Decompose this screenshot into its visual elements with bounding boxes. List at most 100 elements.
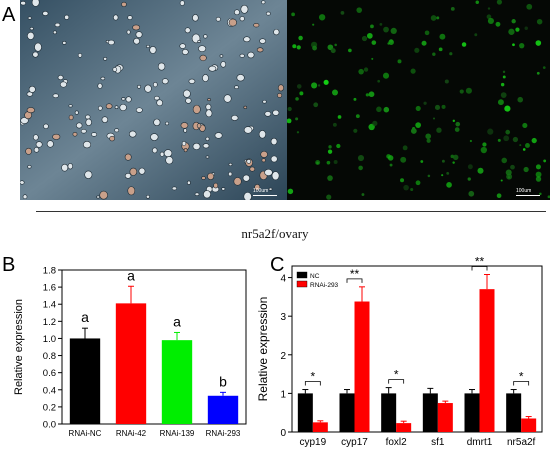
cell-bf — [261, 158, 266, 163]
cell-bf — [124, 153, 132, 161]
cell-bf — [80, 129, 87, 134]
x-tick-label-c: cyp17 — [341, 437, 368, 448]
cell-fluorescent — [371, 57, 374, 60]
cell-fluorescent — [361, 193, 365, 196]
cell-fluorescent — [452, 154, 459, 161]
cell-fluorescent — [454, 127, 460, 132]
cell-fluorescent — [467, 164, 473, 170]
cell-fluorescent — [424, 30, 430, 36]
bar-RNAi-293-cyp19 — [312, 422, 328, 432]
cell-bf — [99, 190, 108, 200]
cell-fluorescent — [434, 104, 441, 111]
cell-bf — [243, 36, 251, 43]
cell-fluorescent — [436, 16, 440, 20]
cell-fluorescent — [475, 0, 480, 5]
panel-label-c: C — [270, 254, 285, 276]
significance-bracket — [304, 381, 321, 386]
cell-fluorescent — [376, 106, 382, 113]
cell-bf — [205, 109, 213, 118]
cell-fluorescent — [438, 47, 443, 52]
cell-bf — [112, 67, 118, 72]
cell-bf — [61, 163, 69, 172]
cell-bf — [91, 132, 98, 137]
x-tick-label-c: sf1 — [431, 437, 445, 448]
cell-fluorescent — [441, 159, 445, 163]
cell-bf — [125, 96, 132, 103]
cell-bf — [197, 39, 201, 43]
cell-fluorescent — [505, 129, 511, 135]
y-tick-label-b: 1.0 — [43, 334, 56, 345]
cell-fluorescent — [465, 87, 472, 94]
cell-bf — [84, 170, 93, 179]
cell-fluorescent — [332, 89, 338, 96]
cell-fluorescent — [427, 174, 431, 178]
cell-fluorescent — [295, 97, 299, 101]
cell-fluorescent — [446, 182, 452, 188]
cell-bf — [42, 11, 49, 16]
cell-bf — [273, 28, 280, 36]
cell-fluorescent — [446, 172, 450, 175]
cell-fluorescent — [505, 169, 512, 176]
cell-fluorescent — [328, 145, 332, 149]
cell-fluorescent — [536, 18, 543, 25]
cell-bf — [264, 168, 273, 177]
cell-fluorescent — [432, 52, 436, 56]
divider-line — [36, 211, 546, 212]
bar-NC-dmrt1 — [464, 393, 480, 432]
cell-bf — [33, 134, 39, 141]
cell-bf — [100, 76, 106, 81]
cell-fluorescent — [535, 164, 541, 170]
bar-NC-foxl2 — [381, 393, 397, 432]
y-tick-label-c: 3 — [280, 312, 286, 323]
bar-RNAi-293-foxl2 — [396, 423, 412, 432]
significance-marker: * — [310, 370, 315, 384]
cell-fluorescent — [366, 32, 373, 39]
cell-bf — [20, 117, 29, 124]
cell-bf — [184, 27, 191, 34]
cell-bf — [97, 105, 103, 111]
cell-bf — [135, 107, 143, 113]
cell-fluorescent — [379, 22, 383, 26]
cell-fluorescent — [477, 167, 484, 174]
cell-bf — [165, 156, 174, 165]
cell-bf — [52, 133, 61, 140]
significance-bracket — [388, 379, 405, 384]
scale-bar-right-label: 100um — [516, 187, 532, 194]
cell-bf — [22, 194, 28, 200]
cell-fluorescent — [291, 12, 295, 17]
significance-letter: a — [127, 267, 135, 283]
figure-caption: nr5a2f/ovary — [241, 226, 309, 241]
cell-fluorescent — [315, 159, 321, 165]
cell-fluorescent — [326, 160, 331, 165]
cell-fluorescent — [452, 119, 456, 123]
y-tick-label-c: 2 — [280, 351, 286, 362]
cell-bf — [219, 54, 224, 58]
panel-label-a: A — [2, 4, 16, 26]
cell-fluorescent — [323, 79, 329, 85]
cell-bf — [145, 194, 150, 199]
cell-bf — [133, 37, 140, 45]
cell-fluorescent — [461, 42, 467, 47]
cell-fluorescent — [296, 131, 300, 134]
cell-bf — [239, 16, 245, 22]
cell-fluorescent — [311, 41, 318, 48]
cell-bf — [234, 85, 239, 89]
cell-bf — [27, 31, 35, 40]
cell-bf — [32, 51, 39, 58]
cell-bf — [165, 121, 170, 126]
cell-bf — [121, 1, 127, 7]
cell-bf — [205, 155, 210, 159]
cell-bf — [33, 146, 40, 153]
cell-bf — [59, 81, 68, 88]
cell-bf — [262, 99, 267, 104]
cell-fluorescent — [507, 176, 511, 179]
cell-fluorescent — [522, 148, 526, 151]
cell-fluorescent — [536, 71, 540, 75]
cell-fluorescent — [519, 144, 522, 147]
cell-bf — [231, 115, 239, 121]
cell-fluorescent — [415, 105, 421, 111]
cell-bf — [188, 78, 196, 84]
cell-bf — [207, 98, 211, 102]
cell-bf — [20, 180, 25, 185]
cell-bf — [163, 149, 173, 158]
